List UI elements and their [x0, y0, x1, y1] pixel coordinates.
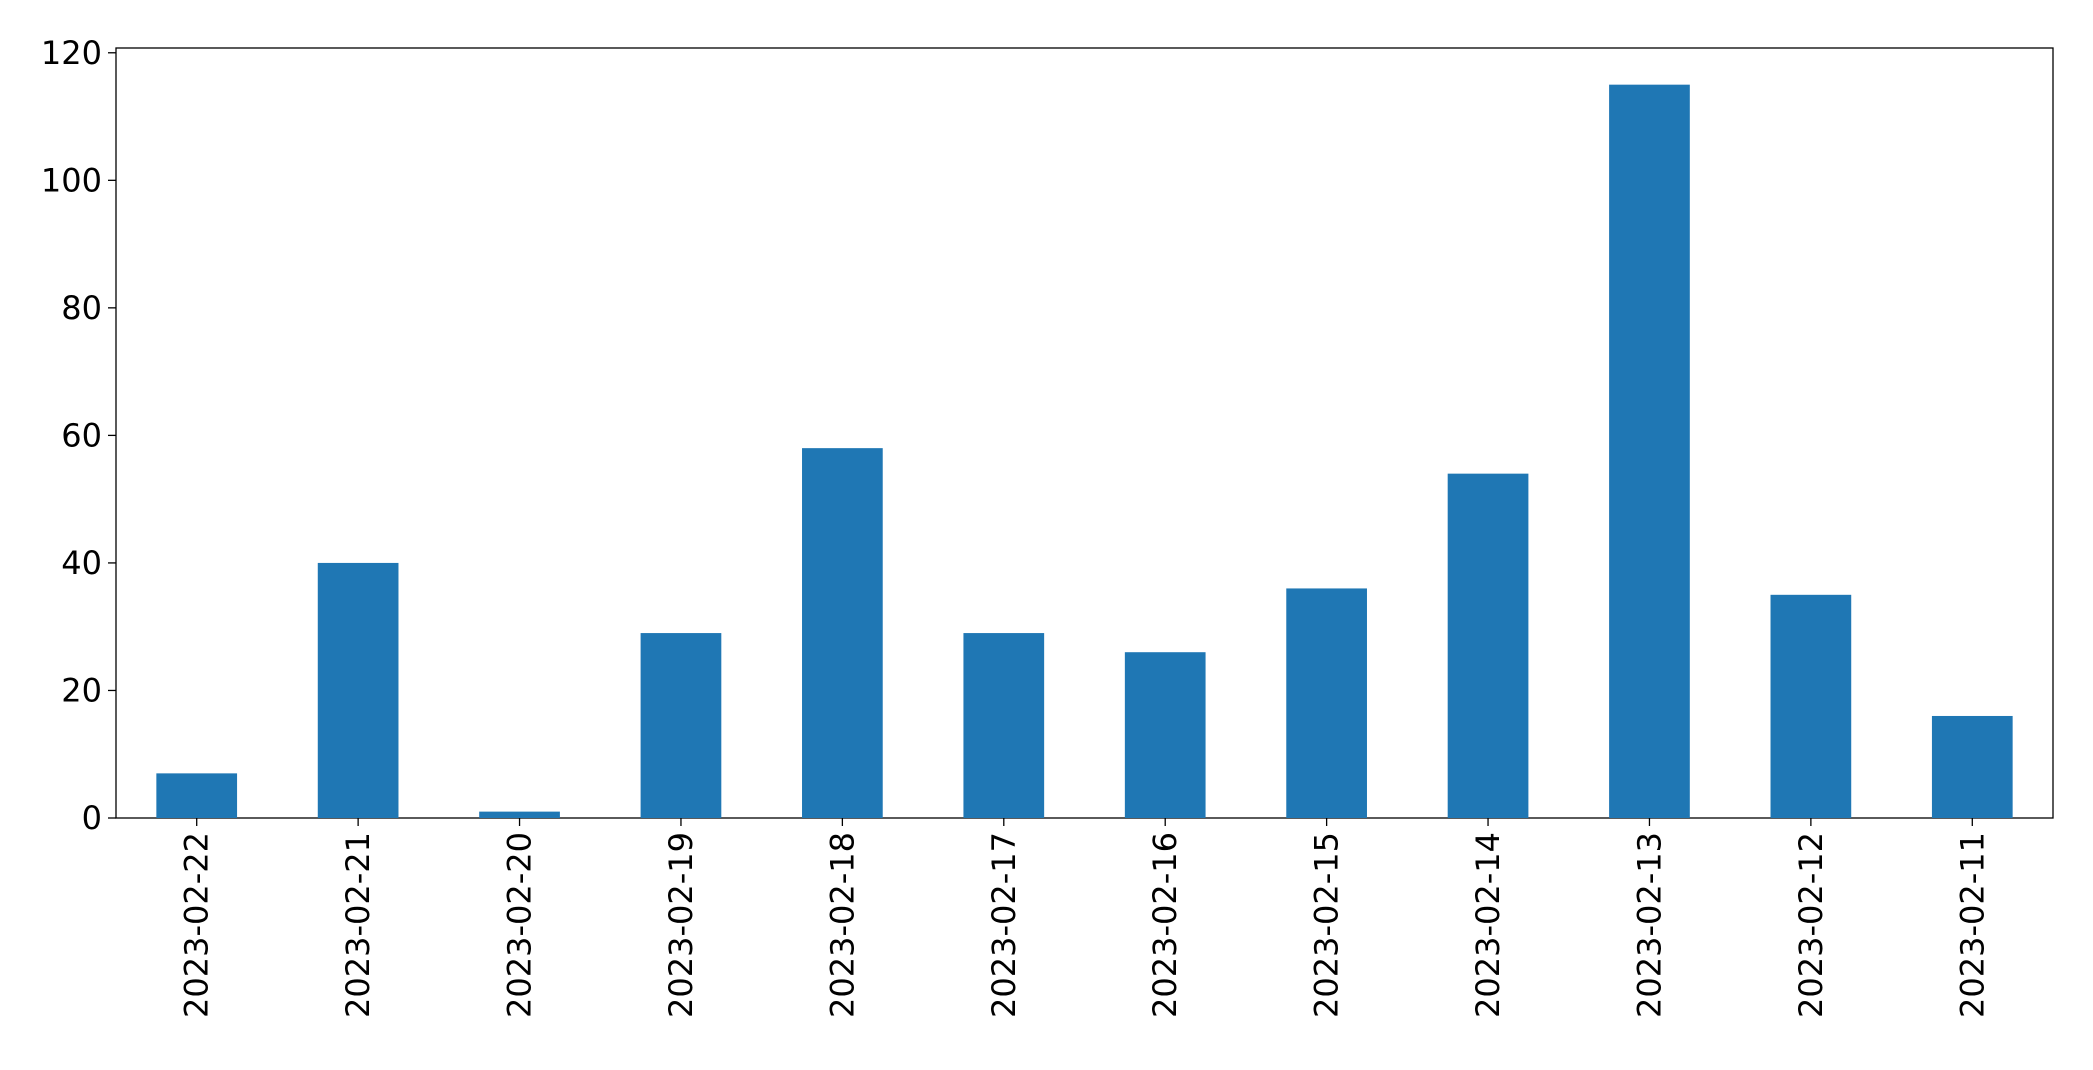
bar	[963, 633, 1045, 818]
x-tick-label: 2023-02-17	[985, 832, 1023, 1018]
bar	[317, 562, 399, 818]
x-tick-label: 2023-02-22	[178, 832, 216, 1018]
bar	[1447, 473, 1529, 818]
y-tick-label: 60	[61, 416, 102, 454]
bar	[156, 773, 238, 818]
y-tick-label: 120	[41, 34, 102, 72]
bar	[1609, 84, 1690, 818]
x-tick-label: 2023-02-14	[1469, 832, 1507, 1018]
x-tick-label: 2023-02-20	[501, 832, 539, 1018]
x-tick-label: 2023-02-21	[339, 832, 377, 1018]
y-tick-label: 80	[61, 289, 102, 327]
bar	[1931, 715, 2013, 818]
bar	[802, 448, 883, 818]
bar	[479, 811, 560, 818]
y-tick-label: 0	[82, 799, 102, 837]
x-tick-label: 2023-02-12	[1792, 832, 1830, 1018]
bar	[1124, 652, 1206, 818]
x-tick-label: 2023-02-15	[1308, 832, 1346, 1018]
bar	[1286, 588, 1367, 818]
bar	[640, 633, 722, 818]
x-tick-label: 2023-02-18	[823, 832, 861, 1018]
y-tick-label: 40	[61, 544, 102, 582]
plot-frame	[115, 47, 2054, 819]
x-tick-label: 2023-02-16	[1146, 832, 1184, 1018]
y-tick-label: 100	[41, 161, 102, 199]
bar	[1770, 594, 1852, 818]
x-tick-label: 2023-02-19	[662, 832, 700, 1018]
x-tick-label: 2023-02-11	[1953, 832, 1991, 1018]
y-tick-label: 20	[61, 671, 102, 709]
x-tick-label: 2023-02-13	[1630, 832, 1668, 1018]
